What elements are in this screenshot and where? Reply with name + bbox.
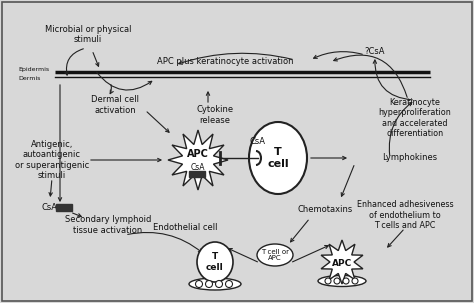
Text: CsA: CsA (250, 138, 266, 146)
Text: APC: APC (187, 149, 209, 159)
Text: Antigenic,
autoantigenic
or superantigenic
stimuli: Antigenic, autoantigenic or superantigen… (15, 140, 89, 180)
Circle shape (216, 281, 222, 288)
Text: Chemotaxins: Chemotaxins (297, 205, 353, 215)
Text: Epidermis: Epidermis (18, 68, 49, 72)
Circle shape (226, 281, 233, 288)
Ellipse shape (318, 275, 366, 287)
Text: T cell or
APC: T cell or APC (261, 248, 289, 261)
Ellipse shape (249, 122, 307, 194)
Ellipse shape (257, 244, 293, 266)
Text: CsA: CsA (42, 204, 58, 212)
Text: CsA: CsA (191, 162, 205, 171)
Circle shape (325, 278, 331, 284)
Text: Cytokine
release: Cytokine release (196, 105, 234, 125)
Text: Lymphokines: Lymphokines (382, 154, 437, 162)
Text: APC plus keratinocyte activation: APC plus keratinocyte activation (157, 58, 293, 66)
Text: T
cell: T cell (206, 252, 224, 272)
Text: T
cell: T cell (267, 147, 289, 169)
Text: Secondary lymphoid
tissue activation: Secondary lymphoid tissue activation (65, 215, 151, 235)
Circle shape (343, 278, 349, 284)
Circle shape (206, 281, 212, 288)
Text: Microbial or physical
stimuli: Microbial or physical stimuli (45, 25, 131, 45)
Text: Dermal cell
activation: Dermal cell activation (91, 95, 139, 115)
Bar (56, 204, 72, 211)
Text: APC: APC (332, 259, 352, 268)
Circle shape (334, 278, 340, 284)
Ellipse shape (189, 278, 241, 290)
Circle shape (195, 281, 202, 288)
Text: ?CsA: ?CsA (365, 48, 385, 56)
Polygon shape (321, 240, 363, 284)
Text: Keratinocyte
hyperproliferation
and accelerated
differentiation: Keratinocyte hyperproliferation and acce… (379, 98, 451, 138)
Circle shape (352, 278, 358, 284)
Polygon shape (168, 130, 228, 190)
Bar (189, 171, 205, 177)
Ellipse shape (197, 242, 233, 282)
Text: Endothelial cell: Endothelial cell (153, 224, 217, 232)
Text: Dermis: Dermis (18, 75, 40, 81)
Text: Enhanced adhesiveness
of endothelium to
T cells and APC: Enhanced adhesiveness of endothelium to … (357, 200, 453, 230)
